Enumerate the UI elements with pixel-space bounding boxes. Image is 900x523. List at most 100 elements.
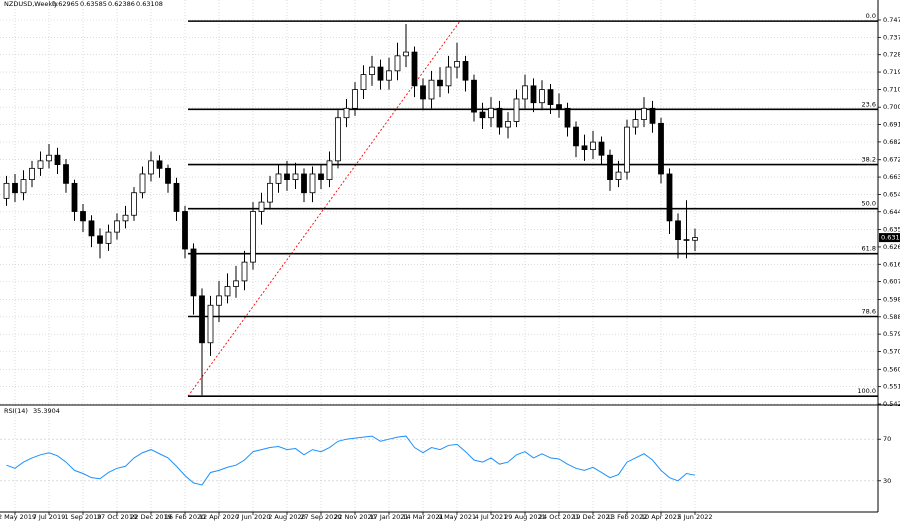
candle-body [343,107,350,119]
candle-body [258,201,265,212]
y-tick-label: 0.58885 [883,313,900,321]
candle-body [607,154,613,181]
candle-body [403,51,409,57]
candle-body [437,79,443,87]
fib-level-label: 100.0 [857,387,876,395]
candle-body [683,239,690,241]
candle-body [692,237,698,241]
indicator-last-value: 35.3904 [33,407,60,415]
candle-body [173,182,180,212]
y-tick-label: 0.72860 [883,51,900,59]
x-tick-label: 10 Apr 2022 [641,513,681,521]
candle-body [547,89,554,105]
candle-body [309,173,316,194]
candle-body [445,66,452,87]
x-tick-label: 22 Dec 2019 [130,513,172,521]
candle-body [182,211,188,250]
indicator-line [6,435,696,486]
y-tick-label: 0.70060 [883,103,900,111]
candle-body [318,173,324,181]
candle-body [573,126,579,147]
y-tick-label: 0.66335 [883,173,900,181]
candle-body [139,173,146,194]
candle-body [377,66,384,81]
candle-body [454,61,460,68]
y-tick-label: 0.62610 [883,243,900,251]
y-tick-label: 0.64485 [883,208,900,216]
candle-body [556,104,562,109]
candle-body [250,211,256,263]
candle-body [335,117,341,162]
y-tick-label: 0.71010 [883,85,900,93]
x-tick-label: 27 Oct 2019 [97,513,137,521]
x-tick-label: 19 Dec 2021 [572,513,614,521]
candle-body [165,167,171,184]
header-low: 0.62386 [108,0,135,8]
x-tick-label: 13 Feb 2022 [607,513,647,521]
candle-body [632,119,639,128]
fib-level-label: 23.6 [862,100,876,108]
y-tick-label: 0.57960 [883,330,900,338]
candle-body [37,160,44,169]
candle-body [649,107,656,124]
current-price-box [879,233,900,243]
x-tick-label: 17 Jan 2021 [370,513,409,521]
candle-body [156,160,163,169]
candle-body [411,51,418,87]
candle-body [29,167,35,181]
x-tick-label: 14 Mar 2021 [402,513,443,521]
chart-title: NZDUSD,Weekly [4,0,58,8]
candle-body [564,107,571,128]
y2-tick-label: 70 [883,435,891,443]
header-high: 0.63585 [80,0,107,8]
candle-body [462,61,469,81]
candle-body [105,231,112,244]
candle-body [658,122,664,175]
candle-body [479,111,486,119]
candle-body [581,145,588,150]
candle-body [360,74,367,90]
y-tick-label: 0.73785 [883,33,900,41]
y-tick-label: 0.56085 [883,365,900,373]
candle-body [275,173,282,184]
candle-body [641,107,647,120]
y-tick-label: 0.60760 [883,278,900,286]
x-tick-label: 29 Aug 2021 [504,513,546,521]
x-tick-label: 4 Jul 2021 [475,513,508,521]
candle-body [224,286,231,297]
x-tick-label: 12 Apr 2020 [199,513,239,521]
candle-body [301,173,307,194]
x-tick-label: 9 May 2021 [438,513,476,521]
candle-body [267,182,273,203]
candle-body [122,214,129,222]
candle-body [352,89,358,109]
candle-body [292,173,299,181]
y-tick-label: 0.55160 [883,383,900,391]
x-tick-label: 16 Feb 2020 [165,513,205,521]
candle-body [675,220,681,241]
header-open: 0.62965 [52,0,79,8]
candle-body [233,280,239,287]
fib-level-label: 78.6 [862,308,876,316]
candle-body [326,160,333,181]
candle-body [3,182,10,199]
candle-body [80,211,86,222]
y-tick-label: 0.67260 [883,156,900,164]
candle-body [496,107,503,128]
fib-level-label: 0.0 [866,12,876,20]
y-tick-label: 0.74710 [883,16,900,24]
candle-body [46,154,52,162]
candle-body [190,248,197,297]
candle-body [114,220,120,233]
candle-body [88,220,95,237]
candle-body [97,235,103,244]
candle-body [420,85,426,100]
candle-body [63,164,69,184]
candle-body [505,121,511,128]
x-tick-label: 7 Jun 2020 [236,513,271,521]
candle-body [199,295,205,344]
candle-body [428,79,435,100]
grid [0,0,878,512]
